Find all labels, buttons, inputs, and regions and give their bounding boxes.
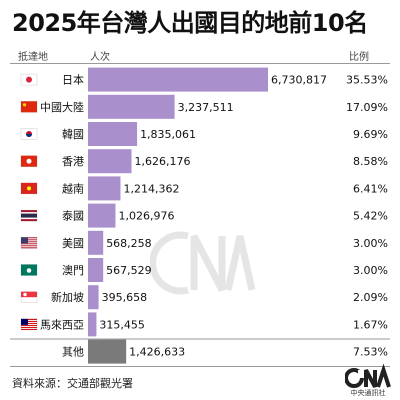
- share-label: 8.58%: [353, 155, 388, 168]
- bottom-divider: [10, 366, 390, 367]
- share-label: 5.42%: [353, 210, 388, 223]
- cn-flag-icon: [20, 101, 38, 113]
- kr-flag-icon: [20, 128, 38, 140]
- bar: [88, 285, 99, 310]
- value-label: 1,626,176: [134, 155, 190, 168]
- category-label: 韓國: [62, 128, 84, 141]
- watermark-logo: [150, 231, 256, 295]
- vn-flag-icon: [20, 182, 38, 195]
- source-note: 資料來源：交通部觀光署: [12, 377, 133, 390]
- header-share: 比例: [349, 52, 369, 63]
- top-divider: [10, 63, 390, 64]
- cna-logo: [345, 363, 391, 388]
- value-label: 1,835,061: [140, 128, 196, 141]
- share-label: 2.09%: [353, 291, 388, 304]
- category-label: 中國大陸: [40, 100, 84, 114]
- bar: [88, 176, 121, 201]
- us-flag-icon: [20, 237, 38, 249]
- logo-label: 中央通訊社: [350, 389, 386, 397]
- bar: [88, 149, 132, 174]
- share-label: 35.53%: [346, 74, 388, 87]
- category-label: 新加坡: [51, 290, 84, 304]
- bar: [88, 203, 116, 228]
- bar-chart: 日本 6,730,817 35.53% 中國大陸 3,237,511 17.09% 韓國 1,…: [10, 67, 390, 364]
- hk-flag-icon: [20, 155, 38, 167]
- header-count: 人次: [90, 52, 110, 63]
- share-label: 9.69%: [353, 128, 388, 141]
- category-label: 馬來西亞: [40, 318, 84, 331]
- value-label: 395,658: [102, 291, 148, 304]
- bar: [88, 312, 97, 337]
- value-label: 1,214,362: [123, 182, 179, 195]
- bar: [88, 122, 138, 146]
- share-label: 3.00%: [353, 264, 388, 277]
- value-label: 568,258: [106, 237, 152, 250]
- category-label: 美國: [62, 237, 84, 250]
- value-label: 567,529: [106, 264, 152, 277]
- chart-title: 2025年台灣人出國目的地前10名: [12, 9, 368, 37]
- value-label: 1,026,976: [118, 210, 174, 223]
- share-label: 6.41%: [353, 182, 388, 195]
- share-label: 3.00%: [353, 237, 388, 250]
- th-flag-icon: [20, 209, 38, 222]
- mo-flag-icon: [20, 264, 38, 276]
- share-label: 17.09%: [346, 101, 388, 114]
- bar: [88, 258, 104, 282]
- sg-flag-icon: [20, 291, 38, 303]
- category-label: 香港: [62, 155, 84, 168]
- value-label: 6,730,817: [271, 74, 327, 87]
- share-label: 1.67%: [353, 318, 388, 331]
- category-label: 其他: [62, 346, 84, 359]
- category-label: 日本: [62, 73, 84, 87]
- bar: [88, 339, 127, 364]
- category-label: 澳門: [62, 264, 84, 277]
- category-label: 泰國: [62, 209, 84, 223]
- bar: [88, 230, 104, 255]
- jp-flag-icon: [20, 73, 38, 86]
- category-label: 越南: [62, 181, 84, 195]
- value-label: 315,455: [99, 318, 145, 331]
- header-destination: 抵達地: [18, 52, 48, 63]
- my-flag-icon: [20, 318, 38, 331]
- value-label: 3,237,511: [178, 101, 234, 114]
- value-label: 1,426,633: [129, 346, 185, 359]
- bar: [88, 67, 268, 92]
- share-label: 7.53%: [353, 346, 388, 359]
- bar: [88, 94, 175, 119]
